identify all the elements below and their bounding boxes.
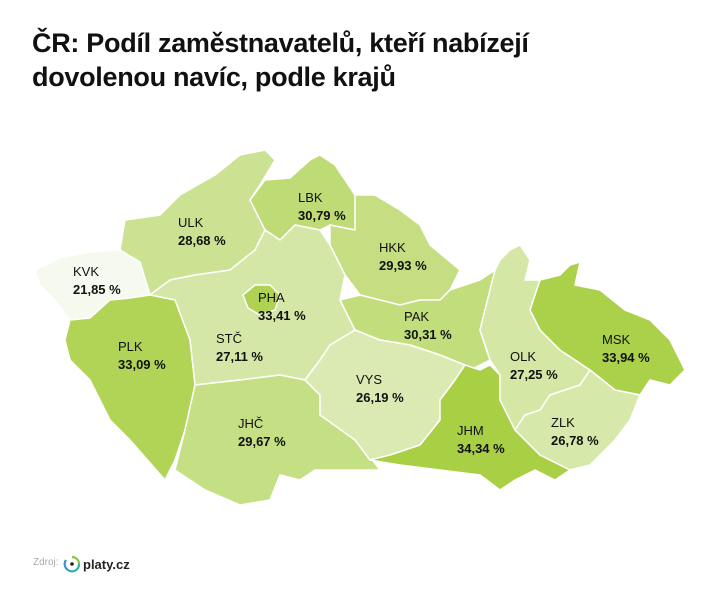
label-msk: MSK 33,94 % bbox=[602, 332, 650, 365]
platy-logo-text: platy.cz bbox=[83, 556, 130, 572]
label-hkk: HKK 29,93 % bbox=[379, 240, 427, 273]
label-olk: OLK 27,25 % bbox=[510, 349, 558, 382]
label-stc: STČ 27,11 % bbox=[216, 331, 263, 364]
label-ulk: ULK 28,68 % bbox=[178, 215, 226, 248]
label-pha: PHA 33,41 % bbox=[258, 290, 306, 323]
label-pak: PAK 30,31 % bbox=[404, 309, 452, 342]
region-plk[interactable] bbox=[64, 294, 196, 481]
region-msk[interactable] bbox=[529, 261, 686, 396]
label-lbk: LBK 30,79 % bbox=[298, 190, 346, 223]
source-label: Zdroj: bbox=[33, 557, 59, 568]
label-jhm: JHM 34,34 % bbox=[457, 423, 505, 456]
region-zlk[interactable] bbox=[514, 369, 641, 471]
label-plk: PLK 33,09 % bbox=[118, 339, 166, 372]
title-line-2: dovolenou navíc, podle krajů bbox=[32, 62, 396, 92]
region-pha[interactable] bbox=[242, 284, 281, 316]
title-line-1: ČR: Podíl zaměstnavatelů, kteří nabízejí bbox=[32, 28, 529, 58]
platy-logo[interactable]: platy.cz bbox=[63, 555, 130, 573]
label-zlk: ZLK 26,78 % bbox=[551, 415, 599, 448]
label-vys: VYS 26,19 % bbox=[356, 372, 404, 405]
label-jhc: JHČ 29,67 % bbox=[238, 416, 286, 449]
page-title: ČR: Podíl zaměstnavatelů, kteří nabízejí… bbox=[32, 26, 712, 94]
label-kvk: KVK 21,85 % bbox=[73, 264, 121, 297]
platy-logo-icon bbox=[63, 555, 81, 573]
